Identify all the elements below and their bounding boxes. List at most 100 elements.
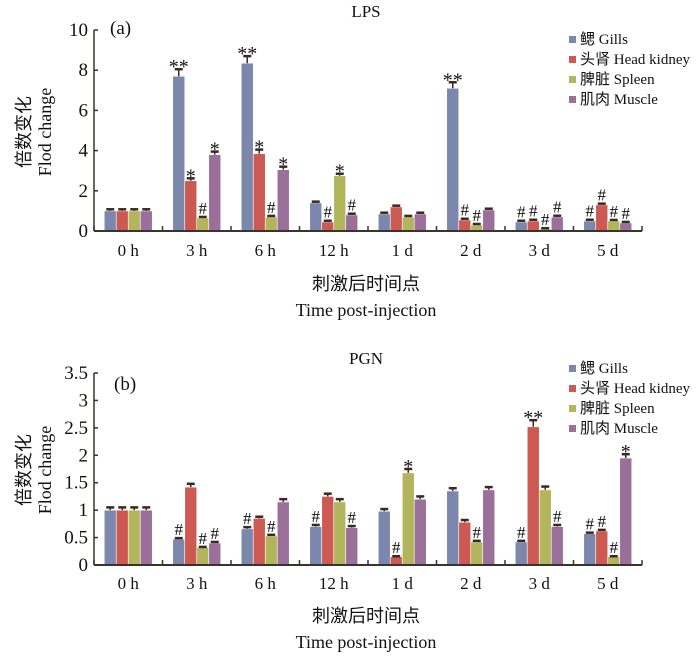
panel-b-bar-muscle (276, 501, 290, 566)
panel-b-legend-label-head_kidney: 头肾 Head kidney (580, 380, 690, 397)
panel-a-significance-mark: * (254, 137, 264, 159)
panel-b-significance-mark: # (312, 507, 321, 526)
panel-a-ytick-label: 2 (79, 181, 89, 202)
panel-a-xtick-label: 12 h (319, 241, 349, 260)
panel-a-legend-swatch-head_kidney (569, 56, 576, 63)
panel-a-significance-mark: ** (443, 69, 463, 91)
panel-b-ytick-label: 2.5 (64, 418, 88, 439)
panel-b-ytick-label: 2 (79, 445, 89, 466)
panel-b-significance-mark: # (473, 523, 482, 542)
panel-a-legend: 鳃 Gills 头肾 Head kidney 脾脏 Spleen 肌肉 Muscle (569, 31, 690, 108)
panel-b-xtick-label: 3 d (529, 574, 551, 593)
panel-a-bar-spleen (333, 175, 347, 232)
panel-b-bar-head_kidney (458, 521, 472, 566)
panel-a-significance-mark: # (473, 206, 482, 225)
panel-a-bar-muscle (550, 216, 564, 232)
panel-b-significance-mark: # (199, 529, 208, 548)
panel-a-significance-mark: * (210, 139, 220, 161)
panel-a-bar-spleen (196, 217, 210, 232)
panel-a-significance-mark: * (278, 154, 288, 176)
panel-b-significance-mark: * (621, 441, 631, 463)
panel-a-bar-head_kidney (115, 210, 129, 232)
panel-b-bar-gills (240, 528, 254, 566)
panel-b-xlabel: Time post-injection (296, 632, 437, 652)
panel-a-significance-mark: ** (237, 43, 257, 65)
panel-b-significance-mark: # (610, 538, 619, 557)
panel-a-significance-mark: # (517, 203, 526, 222)
panel-a-bar-muscle (276, 169, 290, 232)
panel-b-bar-muscle (139, 509, 153, 566)
panel-a-significance-mark: # (622, 204, 631, 223)
panel-a-xtick-label: 3 h (186, 241, 208, 260)
panel-b-ytick-label: 3 (79, 390, 89, 411)
panel-b-bar-spleen (470, 541, 484, 566)
panel-b-significance-mark: # (175, 520, 184, 539)
panel-a-ylabel-cn: 倍数变化 (14, 96, 34, 168)
panel-a-bar-gills (309, 202, 323, 232)
panel-a-bar-spleen (607, 220, 621, 232)
panel-b-ytick-label: 1 (79, 500, 89, 521)
panel-a-significance-mark: # (461, 201, 470, 220)
panel-a-xtick-label: 6 h (255, 241, 277, 260)
panel-b-xtick-label: 6 h (255, 574, 277, 593)
panel-b-bar-muscle (482, 489, 496, 566)
panel-b-bar-spleen (196, 547, 210, 566)
panel-b-bar-head_kidney (184, 486, 198, 566)
panel-b-xtick-label: 2 d (460, 574, 482, 593)
panel-b-bar-gills (514, 541, 528, 566)
panel-a-xtick-label: 3 d (529, 241, 551, 260)
panel-a-xtick-label: 5 d (597, 241, 619, 260)
panel-a-bar-gills (240, 62, 254, 232)
panel-a-label: (a) (110, 18, 131, 39)
panel-a-legend-label-head_kidney: 头肾 Head kidney (580, 51, 690, 68)
panel-a-bar-muscle (482, 209, 496, 232)
panel-a: LPS (a) 倍数变化 Flod change 刺激后时间点 Time pos… (14, 2, 690, 320)
panel-a-bar-head_kidney (526, 220, 540, 232)
panel-b-xtick-label: 12 h (319, 574, 349, 593)
panel-b-xtick-label: 5 d (597, 574, 619, 593)
panel-a-ylabel: Flod change (35, 88, 55, 176)
panel-a-bar-gills (514, 221, 528, 232)
panel-b-significance-mark: # (586, 515, 595, 534)
panel-b-ylabel-cn: 倍数变化 (14, 434, 34, 506)
panel-b-legend: 鳃 Gills 头肾 Head kidney 脾脏 Spleen 肌肉 Muscle (569, 360, 690, 437)
panel-b-bar-muscle (619, 457, 633, 566)
panel-b-xtick-label: 1 d (392, 574, 414, 593)
panel-b-bar-muscle (208, 542, 222, 566)
panel-b-significance-mark: # (348, 508, 357, 527)
panel-b-bar-spleen (333, 501, 347, 566)
panel-b-significance-mark: * (403, 456, 413, 478)
panel-a-xlabel: Time post-injection (296, 300, 437, 320)
panel-a-significance-mark: # (199, 199, 208, 218)
panel-a-xtick-label: 1 d (392, 241, 414, 260)
panel-a-bar-head_kidney (321, 221, 335, 232)
panel-b-bar-muscle (550, 526, 564, 566)
panel-a-bar-gills (377, 213, 391, 232)
panel-b-legend-label-gills: 鳃 Gills (580, 360, 628, 377)
panel-b: PGN (b) 倍数变化 Flod change 刺激后时间点 Time pos… (14, 349, 690, 652)
panel-b-significance-mark: # (517, 523, 526, 542)
panel-b-xtick-label: 3 h (186, 574, 208, 593)
panel-b-legend-label-muscle: 肌肉 Muscle (580, 420, 658, 437)
panel-b-title: PGN (349, 349, 383, 368)
panel-a-bar-muscle (208, 154, 222, 232)
panel-b-bar-gills (446, 490, 460, 566)
panel-b-xtick-label: 0 h (118, 574, 140, 593)
panel-b-bar-head_kidney (526, 426, 540, 566)
panel-b-significance-mark: ** (523, 407, 543, 429)
panel-a-legend-label-spleen: 脾脏 Spleen (580, 71, 655, 88)
panel-a-significance-mark: # (267, 198, 276, 217)
panel-b-legend-swatch-head_kidney (569, 385, 576, 392)
panel-a-xtick-label: 0 h (118, 241, 140, 260)
panel-b-bar-gills (583, 533, 597, 566)
panel-a-bar-gills (583, 220, 597, 232)
panel-a-legend-swatch-gills (569, 36, 576, 43)
panel-a-significance-mark: # (586, 202, 595, 221)
panel-a-significance-mark: # (348, 196, 357, 215)
panel-a-legend-label-gills: 鳃 Gills (580, 31, 628, 48)
panel-a-significance-mark: # (553, 198, 562, 217)
panel-b-bar-head_kidney (389, 556, 403, 566)
panel-a-bar-spleen (127, 210, 141, 232)
